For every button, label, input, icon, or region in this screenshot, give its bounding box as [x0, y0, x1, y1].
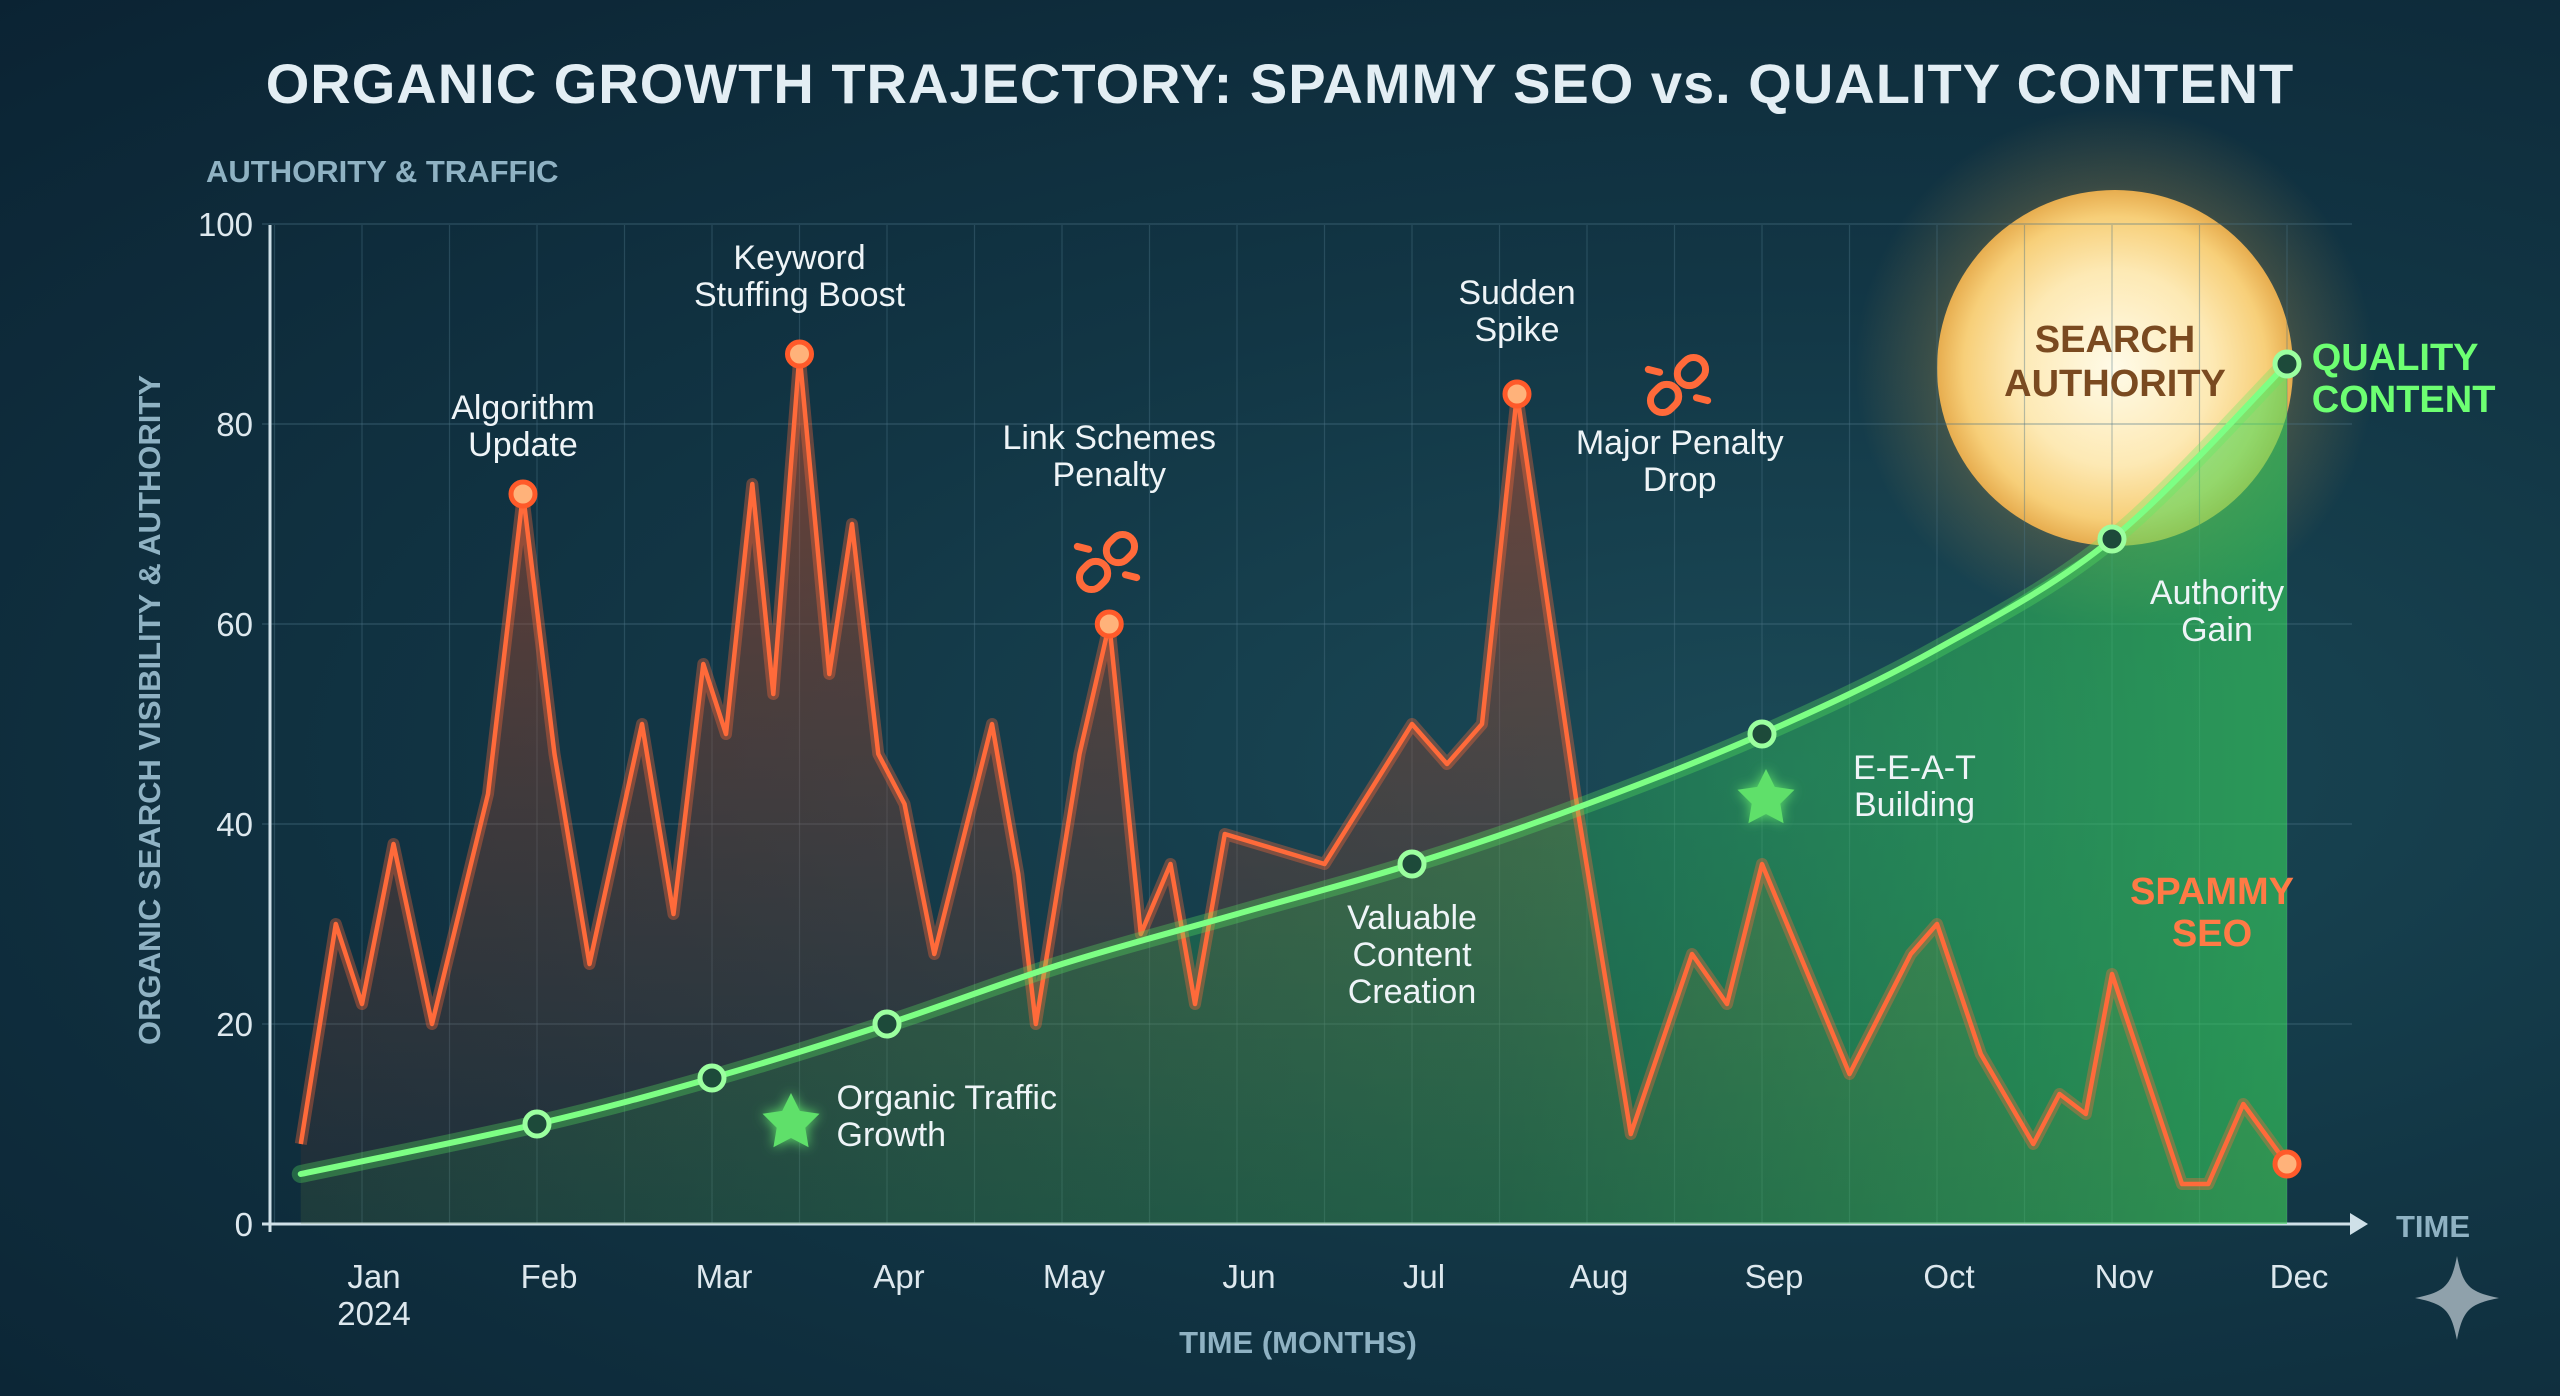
x-tick-label: Nov	[2095, 1258, 2154, 1295]
x-tick-label: Sep	[1745, 1258, 1804, 1295]
quality-content-point	[1747, 719, 1777, 749]
quality-content-point	[2272, 349, 2302, 379]
spammy-seo-label: SPAMMY SEO	[2130, 871, 2294, 955]
quality-content-point	[1397, 849, 1427, 879]
spammy-seo-point	[2272, 1149, 2302, 1179]
y-tick-label: 100	[198, 206, 253, 243]
y-axis-label: ORGANIC SEARCH VISIBILITY & AUTHORITY	[132, 375, 167, 1045]
annotation-label: Keyword Stuffing Boost	[694, 239, 906, 314]
x-tick-label: Dec	[2270, 1258, 2329, 1295]
search-authority-label: SEARCH AUTHORITY	[2004, 319, 2226, 405]
quality-content-label: QUALITY CONTENT	[2312, 337, 2496, 421]
annotation-label: Organic Traffic Growth	[837, 1079, 1057, 1154]
annotation-label: Link Schemes Penalty	[1002, 419, 1216, 494]
y-tick-label: 40	[216, 806, 253, 843]
spammy-seo-point	[1094, 609, 1124, 639]
spammy-seo-line	[298, 351, 2289, 1187]
x-tick-label: Jun	[1222, 1258, 1275, 1295]
quality-content-line	[297, 361, 2290, 1177]
annotation-label: Major Penalty Drop	[1576, 424, 1784, 499]
x-tick-label: May	[1043, 1258, 1106, 1295]
quality-content-point	[2097, 524, 2127, 554]
annotation-label: Building	[1854, 786, 1975, 824]
y-tick-label: 0	[235, 1206, 253, 1243]
y-tick-label: 80	[216, 406, 253, 443]
annotation-label: Algorithm Update	[451, 389, 595, 464]
sparkle-logo-icon	[2415, 1256, 2499, 1340]
y-tick-label: 20	[216, 1006, 253, 1043]
broken-link-icon	[1073, 530, 1141, 594]
x-axis-label: TIME (MONTHS)	[1179, 1325, 1417, 1360]
x-axis-end-label: TIME	[2396, 1209, 2470, 1244]
x-axis-arrow	[2350, 1213, 2368, 1235]
annotation-label: E-E-A-T	[1853, 749, 1976, 787]
quality-content-area	[300, 364, 2287, 1224]
x-tick-sublabel: 2024	[337, 1295, 410, 1332]
x-tick-label: Jul	[1403, 1258, 1445, 1295]
quality-content-point	[697, 1063, 727, 1093]
chart-title: ORGANIC GROWTH TRAJECTORY: SPAMMY SEO vs…	[266, 52, 2295, 115]
quality-content-point	[872, 1009, 902, 1039]
x-tick-label: Jan	[347, 1258, 400, 1295]
x-tick-label: Apr	[873, 1258, 924, 1295]
broken-link-icon	[1644, 353, 1712, 417]
quality-content-point	[522, 1109, 552, 1139]
axis-top-label: AUTHORITY & TRAFFIC	[206, 154, 558, 189]
x-tick-label: Mar	[696, 1258, 753, 1295]
annotation-label: Authority Gain	[2150, 574, 2284, 649]
y-tick-label: 60	[216, 606, 253, 643]
spammy-seo-point	[785, 339, 814, 369]
spammy-seo-point	[508, 479, 538, 509]
x-tick-label: Oct	[1923, 1258, 1974, 1295]
star-icon	[1737, 769, 1795, 824]
x-tick-label: Aug	[1570, 1258, 1629, 1295]
x-tick-label: Feb	[521, 1258, 578, 1295]
annotation-label: Sudden Spike	[1458, 274, 1575, 349]
star-icon	[762, 1093, 820, 1148]
spammy-seo-point	[1502, 379, 1532, 409]
annotation-label: Valuable Content Creation	[1347, 899, 1477, 1011]
